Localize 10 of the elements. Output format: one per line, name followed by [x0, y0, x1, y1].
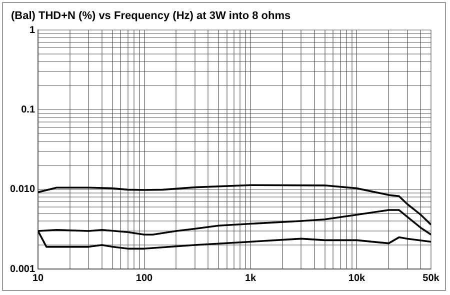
x-tick-label: 10k	[348, 272, 366, 284]
x-tick-label: 100	[136, 272, 154, 284]
chart-title: (Bal) THD+N (%) vs Frequency (Hz) at 3W into 8 ohms	[11, 10, 291, 22]
x-tick-label: 10	[32, 272, 44, 284]
x-tick-label: 1k	[244, 272, 256, 284]
y-tick-label: 0.010	[10, 184, 36, 196]
y-tick-label: 0.001	[10, 264, 36, 275]
y-tick-label: 0.1	[21, 104, 36, 116]
x-tick-label: 50k	[422, 272, 440, 284]
y-tick-label: 1	[29, 24, 36, 36]
